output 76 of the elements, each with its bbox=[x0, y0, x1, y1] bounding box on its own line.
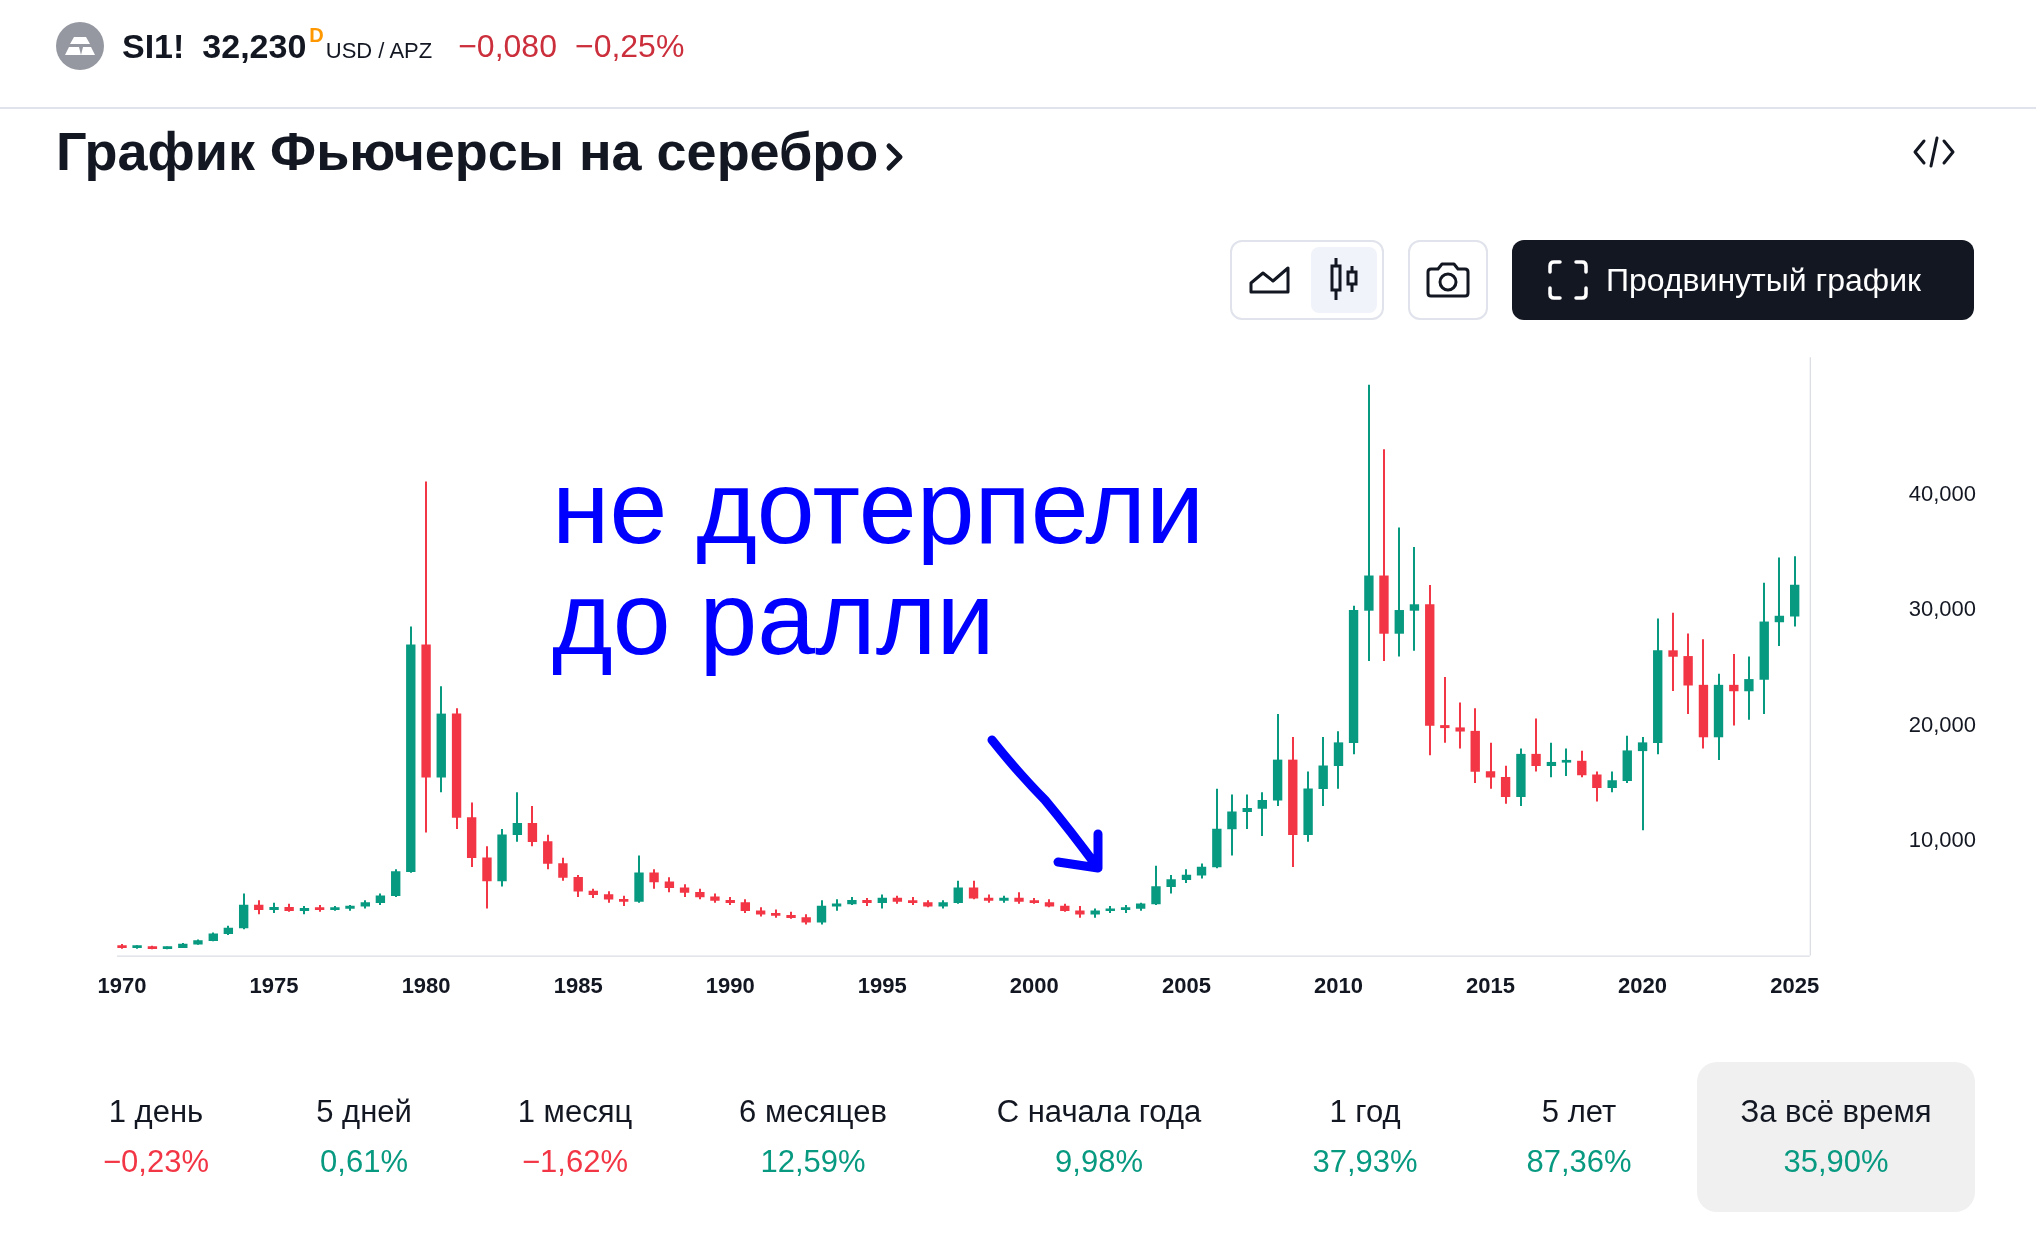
x-tick-label: 2025 bbox=[1770, 972, 1820, 998]
candlestick bbox=[1440, 676, 1450, 744]
text: Продвинутый график bbox=[1606, 261, 1921, 299]
data-label: 12,59% bbox=[760, 1144, 866, 1180]
candlestick bbox=[968, 879, 979, 901]
candlestick bbox=[482, 845, 492, 910]
candlestick bbox=[1607, 770, 1617, 794]
data-label: −0,23% bbox=[102, 1144, 209, 1180]
candlestick bbox=[527, 805, 538, 848]
text: USD / APZ bbox=[325, 38, 433, 64]
y-tick-label: 10,000 bbox=[1908, 826, 1977, 852]
category-label: 1 день bbox=[108, 1094, 204, 1130]
candlestick bbox=[1561, 747, 1572, 778]
candlestick bbox=[1485, 741, 1496, 790]
candlestick bbox=[1774, 556, 1785, 648]
x-tick-label: 1990 bbox=[705, 972, 755, 998]
candlestick bbox=[512, 791, 523, 843]
candlestick bbox=[1531, 717, 1541, 773]
candlestick bbox=[1455, 701, 1465, 750]
category-label: 1 год bbox=[1329, 1094, 1401, 1130]
x-tick-label: 2000 bbox=[1009, 972, 1059, 998]
text: −0,25% bbox=[574, 27, 685, 65]
candlestick bbox=[1546, 741, 1557, 779]
y-tick-label: 20,000 bbox=[1908, 711, 1977, 737]
chart-title: График Фьючерсы на серебро bbox=[56, 120, 880, 182]
category-label: С начала года bbox=[996, 1094, 1202, 1130]
category-label: За всё время bbox=[1740, 1094, 1932, 1130]
candlestick bbox=[1744, 655, 1754, 721]
candlestick bbox=[1637, 735, 1648, 832]
data-label: 37,93% bbox=[1312, 1144, 1418, 1180]
text: 32,230 bbox=[202, 26, 307, 66]
text: SI1! bbox=[122, 26, 185, 66]
candlestick bbox=[953, 879, 963, 905]
candlestick bbox=[1151, 864, 1161, 906]
category-label: 5 лет bbox=[1541, 1094, 1617, 1130]
x-tick-label: 2015 bbox=[1466, 972, 1516, 998]
y-tick-label: 30,000 bbox=[1908, 596, 1977, 622]
category-label: 6 месяцев bbox=[739, 1094, 887, 1130]
candlestick bbox=[558, 856, 568, 882]
annotation: не дотерпели до ралли bbox=[552, 449, 1206, 677]
category-label: 5 дней bbox=[316, 1094, 412, 1130]
y-tick-label: 40,000 bbox=[1908, 481, 1977, 507]
candlestick bbox=[1592, 770, 1602, 803]
data-label: 87,36% bbox=[1526, 1144, 1632, 1180]
candlestick bbox=[1166, 874, 1176, 895]
x-tick-label: 2020 bbox=[1618, 972, 1668, 998]
data-label: −1,62% bbox=[521, 1144, 628, 1180]
candlestick bbox=[1577, 749, 1587, 779]
text: −0,080 bbox=[458, 27, 557, 65]
category-label: 1 месяц bbox=[517, 1094, 633, 1130]
candlestick bbox=[573, 874, 583, 898]
candlestick bbox=[816, 899, 827, 926]
x-tick-label: 1975 bbox=[249, 972, 299, 998]
candlestick bbox=[1242, 793, 1252, 831]
candlestick bbox=[1500, 764, 1511, 805]
candlestick bbox=[1729, 653, 1739, 727]
candlestick bbox=[1333, 730, 1344, 790]
text: D bbox=[309, 24, 324, 47]
candlestick bbox=[649, 868, 659, 890]
data-label: 35,90% bbox=[1783, 1144, 1889, 1180]
x-tick-label: 2010 bbox=[1314, 972, 1363, 998]
candlestick bbox=[1318, 735, 1328, 807]
x-tick-label: 1980 bbox=[401, 972, 451, 998]
x-tick-label: 2005 bbox=[1161, 972, 1211, 998]
candlestick bbox=[1227, 793, 1237, 857]
x-tick-label: 1985 bbox=[553, 972, 603, 998]
candlestick bbox=[543, 833, 553, 871]
candlestick bbox=[1409, 546, 1420, 652]
candlestick bbox=[238, 892, 249, 931]
candlestick bbox=[1257, 791, 1267, 837]
data-label: 0,61% bbox=[320, 1144, 408, 1180]
candlestick bbox=[1394, 526, 1404, 658]
x-tick-label: 1995 bbox=[857, 972, 907, 998]
x-tick-label: 1970 bbox=[97, 972, 147, 998]
data-label: 9,98% bbox=[1055, 1144, 1143, 1180]
candlestick bbox=[1668, 611, 1678, 692]
